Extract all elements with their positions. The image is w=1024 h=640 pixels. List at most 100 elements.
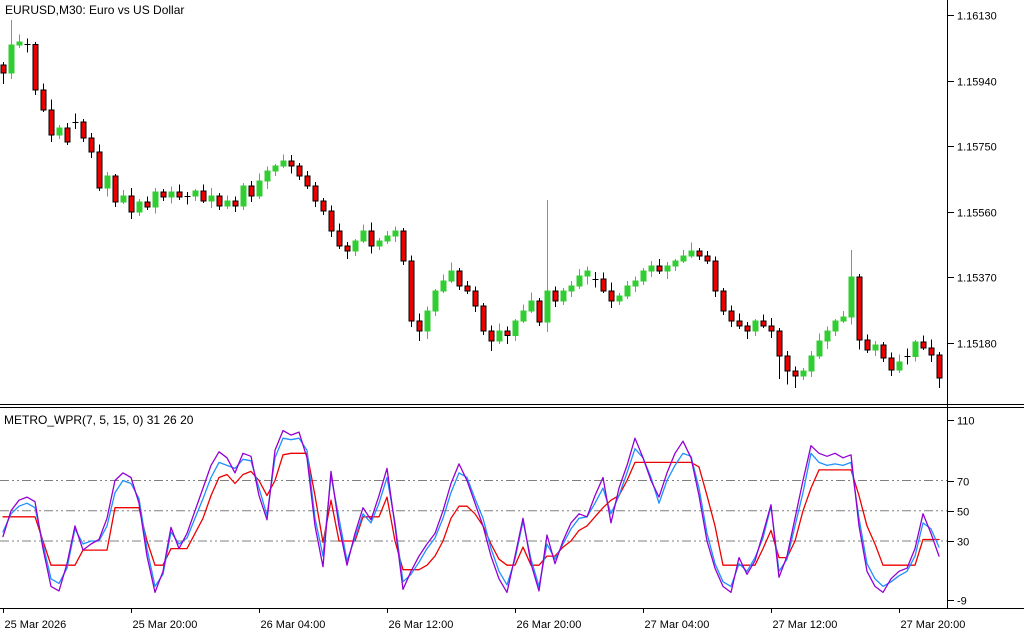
- price-axis-label: 1.15180: [957, 339, 997, 351]
- candle: [240, 182, 247, 211]
- chart-title: EURUSD,M30: Euro vs US Dollar: [5, 3, 184, 17]
- candle: [856, 273, 863, 350]
- candle: [96, 144, 103, 192]
- candle: [832, 318, 839, 337]
- candle: [256, 173, 263, 200]
- candle: [304, 170, 311, 190]
- candle: [312, 181, 319, 208]
- candle: [640, 267, 647, 285]
- candle: [280, 154, 287, 169]
- candle: [432, 288, 439, 317]
- candle: [440, 274, 447, 293]
- candle: [80, 118, 87, 143]
- candle: [272, 163, 279, 177]
- candle: [488, 325, 495, 351]
- indicator-title: METRO_WPR(7, 5, 15, 0) 31 26 20: [4, 413, 194, 427]
- candle: [720, 287, 727, 315]
- price-axis-label: 1.15940: [957, 77, 997, 89]
- candle: [904, 348, 911, 365]
- candle: [824, 326, 831, 350]
- candle: [728, 305, 735, 328]
- candle: [400, 227, 407, 265]
- candle: [64, 122, 71, 145]
- candle: [208, 187, 215, 209]
- candle: [880, 341, 887, 362]
- candle: [560, 287, 567, 305]
- candle: [544, 199, 551, 333]
- candle: [912, 339, 919, 362]
- candle: [320, 197, 327, 215]
- candle: [104, 171, 111, 197]
- candle: [584, 266, 591, 285]
- candle: [568, 280, 575, 298]
- candle: [448, 262, 455, 283]
- wpr-axis-label: 50: [957, 507, 969, 519]
- candle: [480, 302, 487, 335]
- candle: [512, 318, 519, 341]
- candle: [32, 42, 39, 95]
- candle: [672, 258, 679, 272]
- candle: [776, 327, 783, 379]
- candle: [768, 317, 775, 339]
- candle: [416, 313, 423, 341]
- candle: [680, 249, 687, 263]
- candle: [496, 323, 503, 344]
- candle: [520, 304, 527, 323]
- candle: [848, 249, 855, 325]
- candle: [504, 326, 511, 344]
- price-axis-label: 1.15560: [957, 208, 997, 220]
- candle: [752, 318, 759, 337]
- candle: [296, 162, 303, 181]
- candle: [336, 223, 343, 250]
- price-axis-label: 1.16130: [957, 11, 997, 23]
- candle: [216, 192, 223, 211]
- candle: [120, 189, 127, 204]
- candle: [576, 268, 583, 290]
- candle: [800, 367, 807, 381]
- candle: [648, 260, 655, 278]
- time-axis-label: 27 Mar 12:00: [773, 619, 838, 631]
- candle: [872, 340, 879, 357]
- candle: [552, 286, 559, 308]
- time-axis-label: 26 Mar 12:00: [389, 619, 454, 631]
- candle: [888, 352, 895, 377]
- candle: [160, 188, 167, 202]
- candle: [88, 132, 95, 159]
- candle: [896, 354, 903, 373]
- wpr-slow-violet: [2, 429, 940, 594]
- candle: [200, 184, 207, 203]
- time-axis-label: 25 Mar 20:00: [133, 619, 198, 631]
- candle: [704, 250, 711, 264]
- candle: [408, 255, 415, 328]
- candle: [112, 173, 119, 208]
- candle: [184, 191, 191, 205]
- candle: [664, 261, 671, 280]
- candle: [528, 292, 535, 313]
- candle: [0, 61, 7, 84]
- candle: [176, 184, 183, 201]
- candle: [536, 297, 543, 327]
- price-panel[interactable]: [0, 0, 947, 404]
- candle: [152, 187, 159, 214]
- candle: [144, 196, 151, 211]
- candle: [784, 350, 791, 385]
- candle: [136, 198, 143, 217]
- indicator-panel-surface[interactable]: [0, 408, 947, 608]
- candle: [248, 180, 255, 203]
- candle: [8, 20, 15, 80]
- candle: [472, 286, 479, 313]
- candle: [376, 237, 383, 251]
- time-axis-label: 27 Mar 04:00: [645, 619, 710, 631]
- candle: [344, 241, 351, 260]
- candle: [24, 38, 31, 53]
- candle: [40, 83, 47, 112]
- wpr-axis-label: -9: [957, 596, 967, 608]
- candle: [48, 99, 55, 143]
- candle: [368, 222, 375, 254]
- candle: [760, 314, 767, 329]
- price-axis-label: 1.15750: [957, 142, 997, 154]
- step-line-red: [2, 452, 940, 571]
- indicator-panel[interactable]: [0, 408, 947, 608]
